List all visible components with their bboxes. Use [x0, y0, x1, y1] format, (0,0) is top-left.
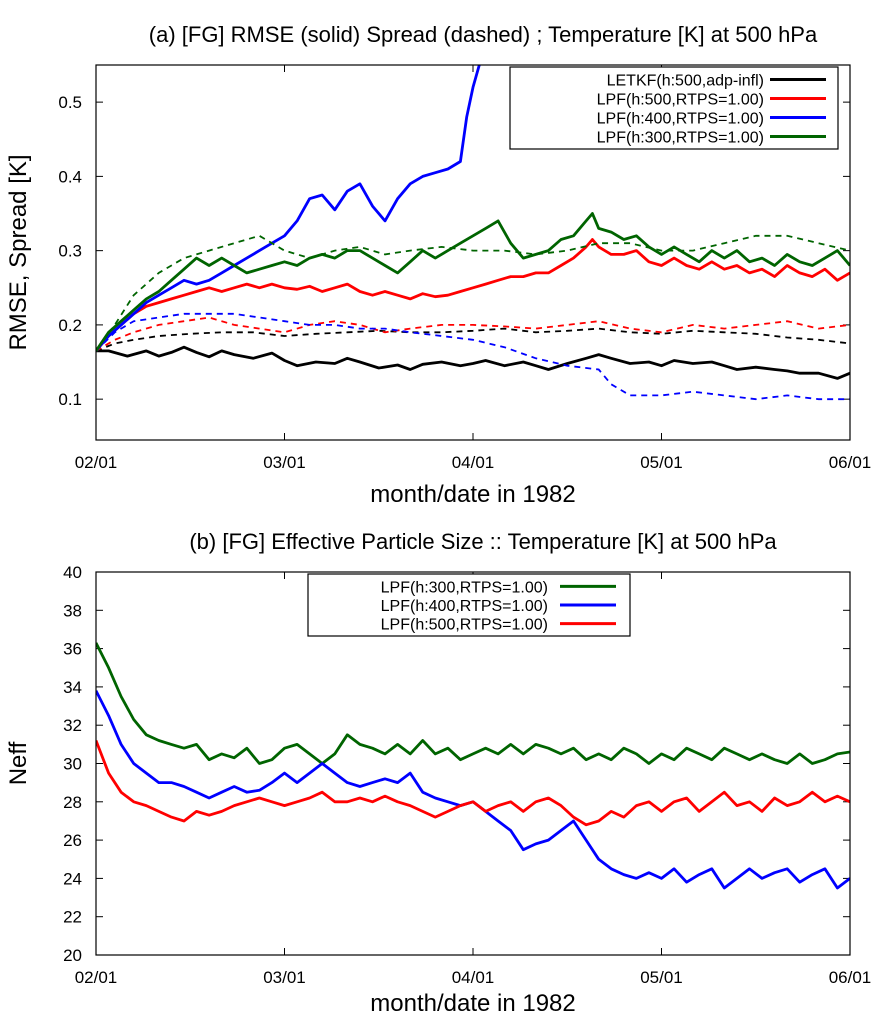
series-lpf-h-500-rtps-1-00-rmse-line [96, 238, 850, 352]
y-tick-label: 22 [63, 908, 82, 927]
x-axis-label: month/date in 1982 [370, 990, 576, 1017]
series-lpf-h-300-rtps-1-00-spread-line [96, 234, 850, 352]
x-tick-label: 06/01 [829, 453, 872, 472]
y-tick-label: 40 [63, 563, 82, 582]
legend-label: LETKF(h:500,adp-infl) [607, 73, 764, 90]
legend-label: LPF(h:500,RTPS=1.00) [597, 92, 764, 109]
y-tick-label: 0.4 [58, 167, 82, 186]
y-tick-label: 0.1 [58, 390, 82, 409]
y-tick-label: 34 [63, 678, 82, 697]
x-axis-label: month/date in 1982 [370, 481, 576, 508]
plot-area [96, 642, 850, 890]
x-tick-label: 03/01 [263, 968, 306, 987]
y-tick-label: 30 [63, 755, 82, 774]
y-tick-label: 28 [63, 793, 82, 812]
y-tick-label: 32 [63, 716, 82, 735]
y-tick-label: 38 [63, 601, 82, 620]
panel-a: (a) [FG] RMSE (solid) Spread (dashed) ; … [5, 22, 871, 508]
series-lpf-h-300-rtps-1-00-line [96, 642, 850, 765]
series-letkf-h-500-adp-infl-spread-line [96, 327, 850, 352]
x-tick-label: 02/01 [75, 968, 118, 987]
series-lpf-h-400-rtps-1-00-rmse-line [96, 65, 481, 352]
x-tick-label: 06/01 [829, 968, 872, 987]
plot-area [96, 65, 850, 401]
y-tick-label: 20 [63, 946, 82, 965]
y-axis-label: Neff [5, 741, 32, 785]
legend: LETKF(h:500,adp-infl) LPF(h:500,RTPS=1.00… [509, 66, 839, 150]
legend-label: LPF(h:300,RTPS=1.00) [597, 130, 764, 147]
legend-label: LPF(h:400,RTPS=1.00) [381, 598, 548, 615]
legend: LPF(h:300,RTPS=1.00) LPF(h:400,RTPS=1.00)… [307, 573, 631, 637]
series-lpf-h-500-rtps-1-00-line [96, 739, 850, 827]
plot-frame [95, 571, 851, 956]
plot-frame [95, 64, 851, 441]
y-tick-label: 24 [63, 869, 82, 888]
y-tick-label: 0.2 [58, 316, 82, 335]
y-tick-label: 0.5 [58, 93, 82, 112]
legend-label: LPF(h:500,RTPS=1.00) [381, 617, 548, 634]
y-tick-label: 36 [63, 640, 82, 659]
y-axis-label: RMSE, Spread [K] [5, 154, 32, 350]
series-lpf-h-500-rtps-1-00-spread-line [96, 316, 850, 352]
series-lpf-h-400-rtps-1-00-line [96, 690, 850, 890]
x-tick-label: 02/01 [75, 453, 118, 472]
series-lpf-h-300-rtps-1-00-rmse-line [96, 212, 850, 352]
series-lpf-h-400-rtps-1-00-spread-line [96, 312, 850, 401]
x-tick-label: 04/01 [452, 453, 495, 472]
panel-b: (b) [FG] Effective Particle Size :: Temp… [5, 529, 871, 1017]
legend-label: LPF(h:400,RTPS=1.00) [597, 111, 764, 128]
series-letkf-h-500-adp-infl-rmse-line [96, 345, 850, 380]
chart-title: (a) [FG] RMSE (solid) Spread (dashed) ; … [149, 22, 818, 47]
x-tick-label: 05/01 [640, 453, 683, 472]
y-tick-label: 0.3 [58, 242, 82, 261]
y-tick-label: 26 [63, 831, 82, 850]
chart-title: (b) [FG] Effective Particle Size :: Temp… [189, 529, 777, 554]
x-tick-label: 03/01 [263, 453, 306, 472]
x-tick-label: 05/01 [640, 968, 683, 987]
legend-label: LPF(h:300,RTPS=1.00) [381, 579, 548, 596]
x-tick-label: 04/01 [452, 968, 495, 987]
